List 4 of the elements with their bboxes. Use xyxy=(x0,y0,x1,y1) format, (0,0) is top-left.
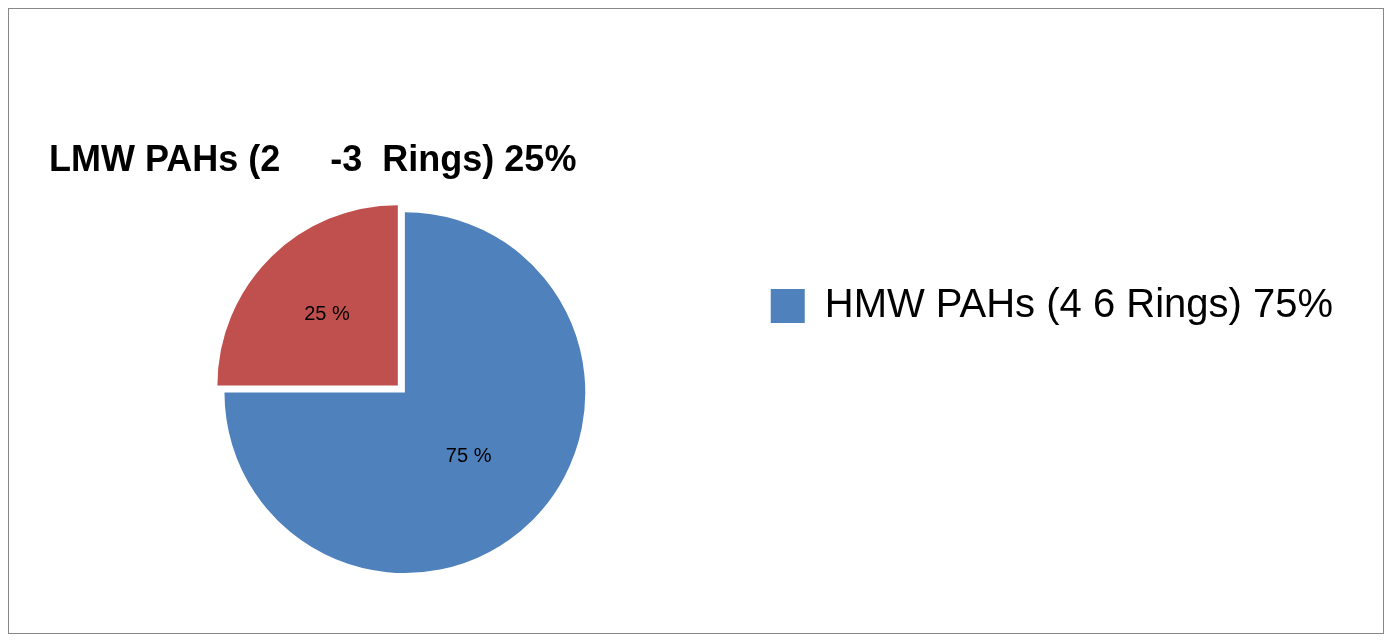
data-label: 25 % xyxy=(304,302,350,325)
chart-title: LMW PAHs (2 -3 Rings) 25% xyxy=(49,137,577,179)
data-label: 75 % xyxy=(445,443,492,466)
legend-label: HMW PAHs (4 6 Rings) 75% xyxy=(824,281,1333,326)
